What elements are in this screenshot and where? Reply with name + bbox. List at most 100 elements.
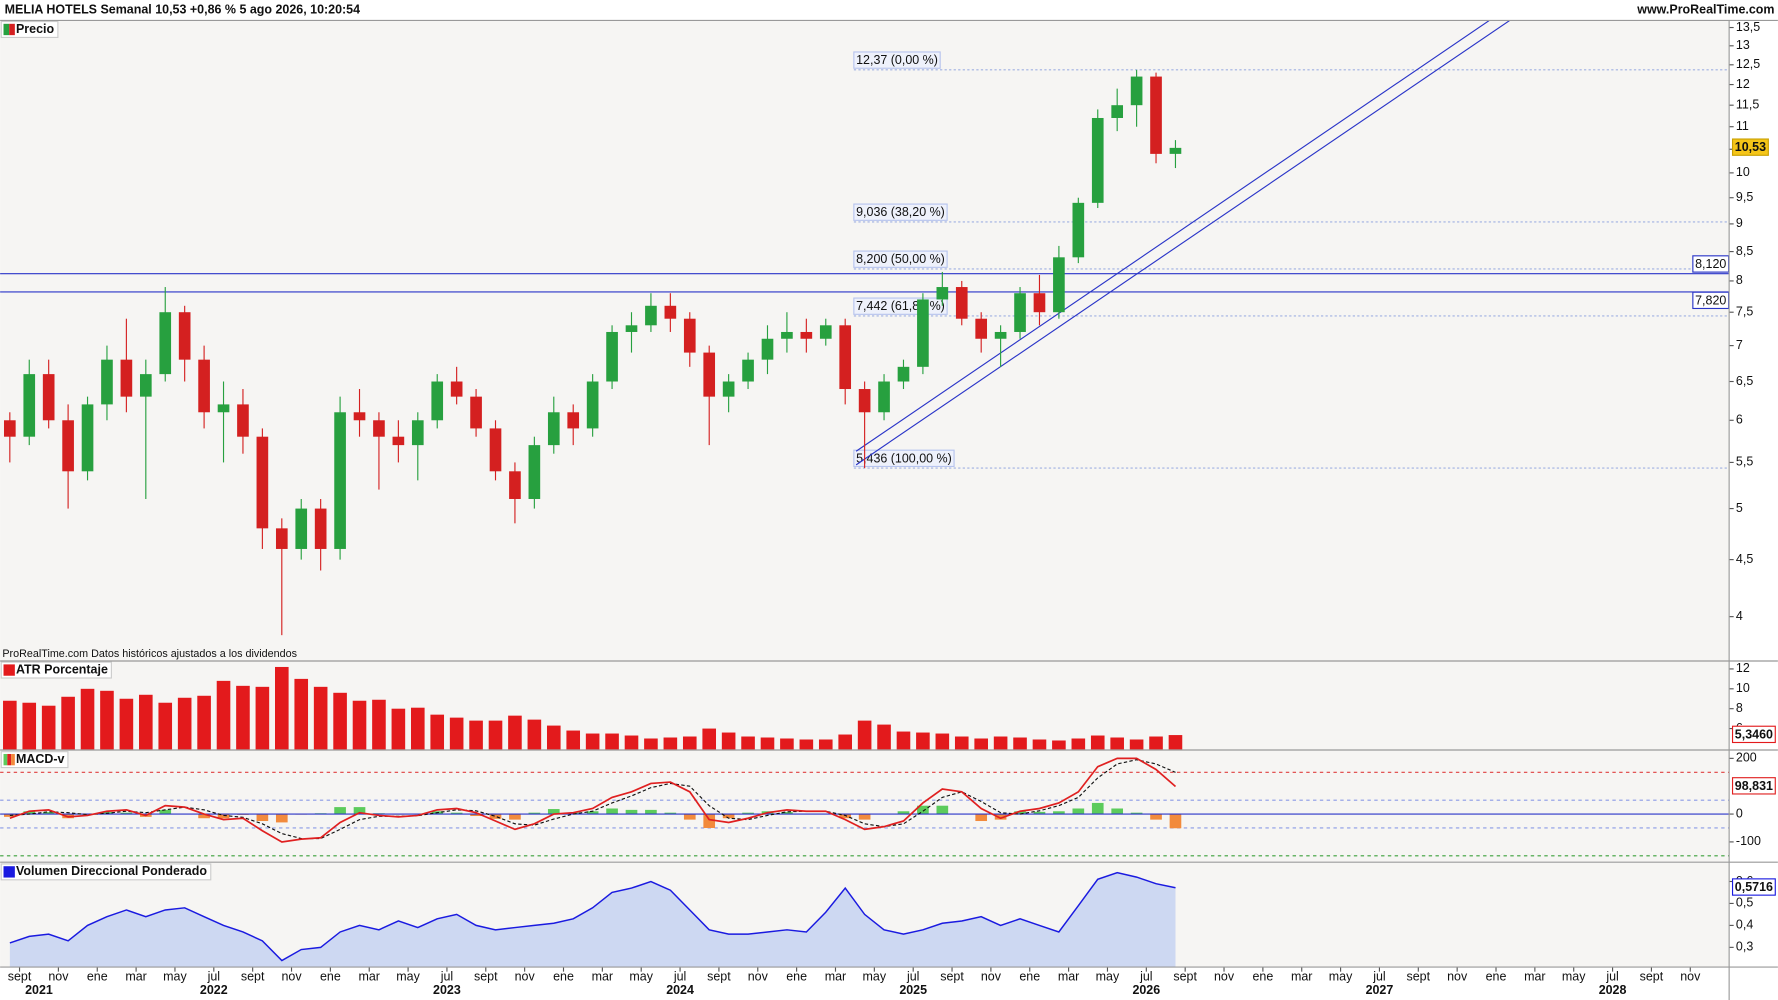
fibonacci-label: 5,436 (100,00 %) (856, 451, 952, 465)
bar (1013, 737, 1027, 750)
candle-body (489, 428, 502, 472)
x-tick-label: may (396, 970, 420, 984)
histogram-bar (936, 805, 949, 815)
bar (818, 739, 833, 750)
bar (313, 686, 328, 750)
candle-body (781, 331, 793, 339)
x-tick-label: sept (1640, 970, 1664, 984)
fibonacci-label-group: 12,37 (0,00 %) (853, 51, 941, 69)
bar (236, 685, 250, 750)
histogram-bar (975, 814, 988, 822)
bar (372, 699, 386, 750)
x-tick-label: may (863, 970, 887, 984)
histogram-bar (586, 811, 599, 815)
candle-body (761, 338, 774, 360)
histogram-bar (917, 805, 929, 815)
bar (488, 720, 503, 750)
bar (663, 737, 678, 750)
bar (760, 737, 775, 750)
bar (1129, 739, 1144, 750)
last-value-label-group: 10,53 (1731, 138, 1769, 156)
x-tick-label: sept (241, 970, 265, 984)
candle-body (917, 299, 929, 367)
last-value-label-box (1731, 878, 1776, 896)
macd-line (9, 757, 1177, 843)
y-tick-label: 200 (1736, 751, 1757, 765)
bar (1090, 735, 1105, 750)
fibonacci-label-box (853, 203, 948, 221)
histogram-bar (722, 814, 735, 819)
x-tick-label: nov (1680, 970, 1701, 984)
histogram-bar (625, 809, 638, 815)
x-tick-label: jul (440, 970, 453, 984)
candle-body (800, 331, 813, 339)
y-tick-label: -100 (1736, 834, 1761, 848)
candle-body (1169, 147, 1182, 154)
y-tick-label: 11 (1736, 119, 1749, 133)
trend-channel (855, 20, 1511, 466)
x-tick-label: may (163, 970, 187, 984)
histogram-bar (334, 807, 346, 815)
y-tick-label: 0,3 (1736, 940, 1753, 954)
panel-title: MACD-v (16, 752, 65, 766)
bar (682, 736, 697, 750)
last-value-label: 5,3460 (1735, 727, 1773, 741)
x-tick-label: may (1329, 970, 1353, 984)
x-tick-label: jul (1139, 970, 1152, 984)
y-tick-label: 0,5 (1736, 896, 1753, 910)
x-tick-label: jul (673, 970, 686, 984)
x-tick-label: sept (707, 970, 731, 984)
y-tick-label: 13 (1736, 38, 1750, 52)
candle-body (839, 325, 852, 390)
bar (721, 732, 736, 750)
x-tick-label: nov (48, 970, 69, 984)
histogram-bar (606, 808, 618, 815)
x-year-label: 2022 (200, 983, 228, 997)
candle-body (23, 374, 36, 437)
candle-body (120, 359, 133, 397)
y-tick-label: 0,4 (1736, 918, 1753, 932)
bar (294, 678, 309, 750)
bar (391, 708, 406, 750)
bar (139, 694, 153, 750)
bar (799, 739, 814, 750)
candle-body (994, 331, 1007, 339)
trend-line (855, 20, 1511, 466)
bar (624, 735, 639, 750)
bar (80, 688, 95, 750)
candle-body (81, 404, 94, 472)
candle-body (275, 528, 288, 549)
histogram-bar (547, 809, 560, 815)
bar (410, 707, 425, 750)
x-year-label: 2024 (666, 983, 694, 997)
histogram-bar (42, 812, 55, 815)
candle-body (139, 374, 152, 397)
candle-body (645, 305, 657, 326)
histogram-bar (703, 814, 716, 828)
x-year-label: 2026 (1132, 983, 1160, 997)
bar (993, 736, 1008, 750)
horizontal-line-label-group: 8,120 (1692, 255, 1730, 273)
x-tick-label: mar (358, 970, 379, 984)
candle-body (586, 381, 599, 429)
x-tick-label: ene (87, 970, 108, 984)
histogram-bar (781, 812, 793, 815)
bar (546, 725, 561, 750)
histogram-bar (839, 814, 852, 819)
fibonacci-label: 7,442 (61,80 %) (856, 299, 945, 313)
last-value-label: 0,5716 (1735, 880, 1773, 894)
candle-body (1053, 257, 1065, 313)
candle-body (1072, 202, 1085, 258)
y-tick-label: 12,5 (1736, 57, 1760, 71)
histogram-bar (994, 814, 1007, 820)
candle-body (742, 359, 754, 382)
fibonacci-label-group: 7,442 (61,80 %) (853, 297, 948, 315)
histogram-bar (683, 814, 696, 820)
last-value-label-box (1731, 777, 1776, 795)
bar (1110, 737, 1124, 750)
bar (1149, 736, 1163, 750)
horizontal-line-label: 8,120 (1695, 257, 1726, 271)
bar (1032, 739, 1047, 750)
x-tick-label: nov (1447, 970, 1468, 984)
x-tick-label: jul (1605, 970, 1618, 984)
